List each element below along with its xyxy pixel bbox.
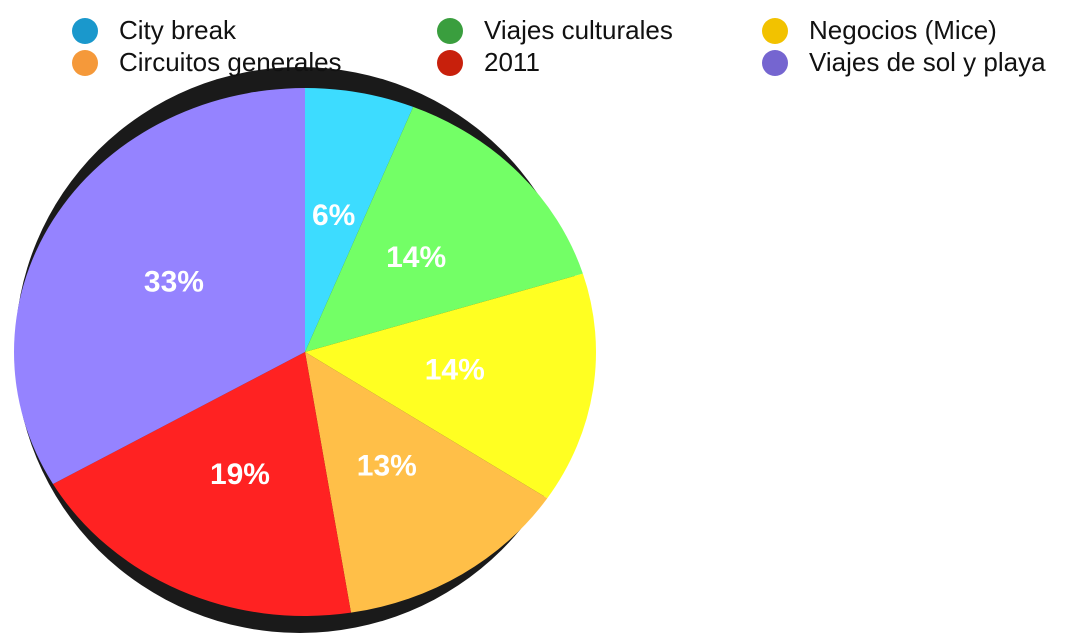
- slice-label: 19%: [210, 458, 270, 491]
- slice-label: 33%: [144, 265, 204, 298]
- slice-label: 13%: [357, 449, 417, 482]
- slice-label: 6%: [312, 199, 355, 232]
- legend-label: City break: [119, 15, 237, 45]
- pie-slice: [305, 352, 548, 613]
- legend-label: Viajes culturales: [484, 15, 673, 45]
- legend-marker: [762, 18, 788, 44]
- pie-slice: [52, 352, 351, 616]
- pie-slice: [305, 273, 596, 499]
- legend-marker: [437, 50, 463, 76]
- slice-label: 14%: [386, 241, 446, 274]
- pie-slice: [305, 88, 414, 352]
- pie-slice: [305, 106, 583, 353]
- legend-label: 2011: [484, 47, 540, 77]
- legend-label: Viajes de sol y playa: [809, 47, 1046, 77]
- legend-marker: [72, 50, 98, 76]
- pie-slice: [14, 88, 306, 484]
- legend-label: Circuitos generales: [119, 47, 342, 77]
- legend-label: Negocios (Mice): [809, 15, 997, 45]
- legend-marker: [762, 50, 788, 76]
- legend-marker: [72, 18, 98, 44]
- slice-label: 14%: [425, 353, 485, 386]
- legend-marker: [437, 18, 463, 44]
